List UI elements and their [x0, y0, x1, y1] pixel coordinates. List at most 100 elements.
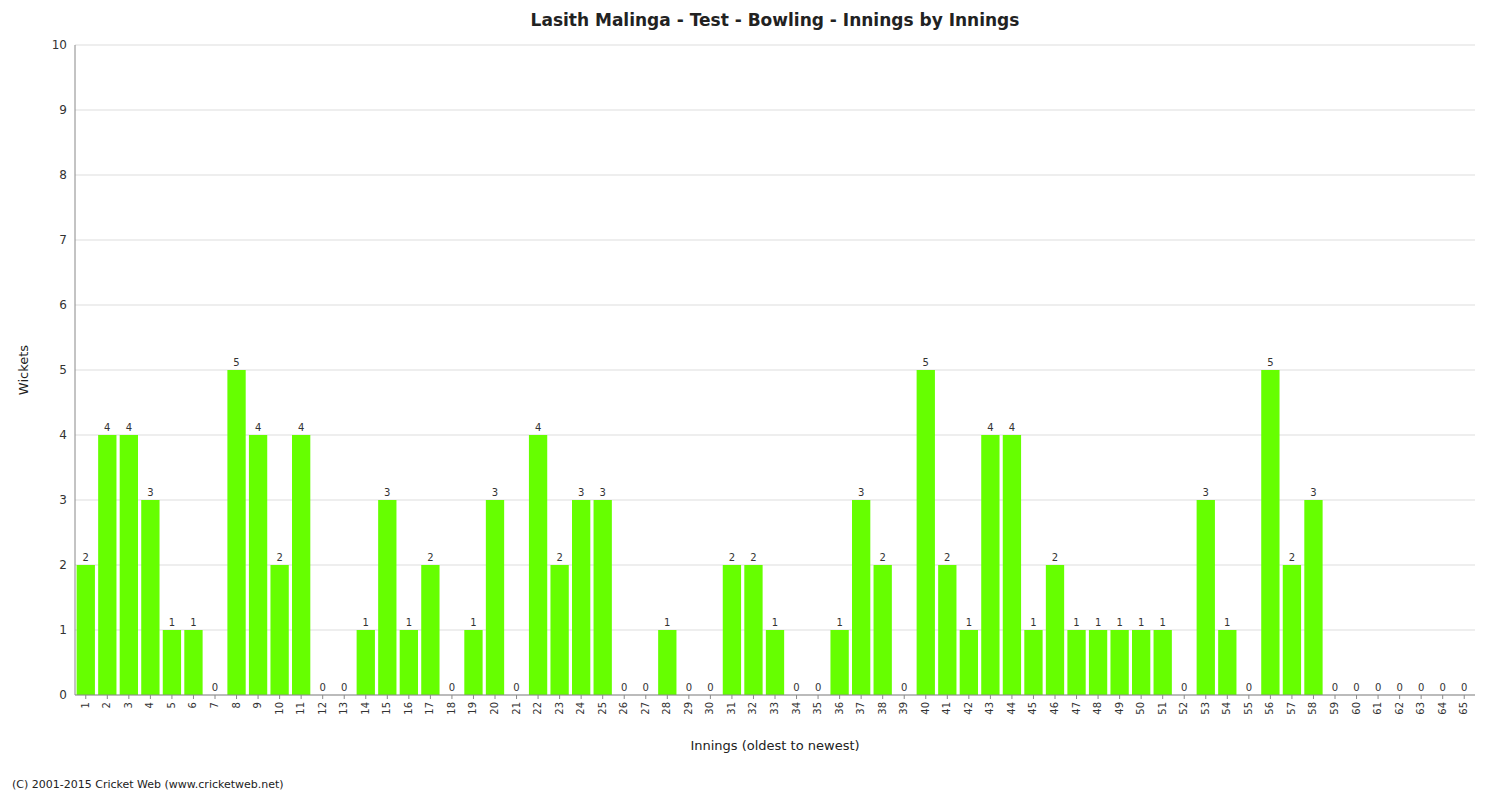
x-tick	[516, 695, 517, 699]
data-label: 4	[255, 422, 261, 433]
bar	[1218, 630, 1236, 695]
x-tick	[904, 695, 905, 699]
x-tick	[1313, 695, 1314, 699]
x-tick	[538, 695, 539, 699]
x-axis-label: Innings (oldest to newest)	[690, 738, 859, 753]
x-tick	[1098, 695, 1099, 699]
x-tick-label: 39	[898, 702, 909, 715]
bar	[120, 435, 138, 695]
x-tick	[1335, 695, 1336, 699]
x-tick	[215, 695, 216, 699]
bar	[852, 500, 870, 695]
x-tick	[1141, 695, 1142, 699]
data-label: 5	[233, 357, 239, 368]
x-tick-label: 11	[295, 702, 306, 715]
x-tick	[1162, 695, 1163, 699]
y-axis: 012345678910	[52, 38, 67, 702]
x-tick	[624, 695, 625, 699]
x-tick-label: 58	[1307, 702, 1318, 715]
data-label: 2	[1289, 552, 1295, 563]
x-tick-label: 31	[726, 702, 737, 715]
data-label: 0	[1461, 682, 1467, 693]
x-tick-label: 21	[511, 702, 522, 715]
y-tick-label: 4	[59, 428, 67, 442]
data-label: 1	[169, 617, 175, 628]
x-tick-label: 53	[1200, 702, 1211, 715]
x-tick	[1227, 695, 1228, 699]
x-tick	[1011, 695, 1012, 699]
x-tick-label: 29	[683, 702, 694, 715]
x-tick	[1356, 695, 1357, 699]
x-tick-label: 24	[575, 702, 586, 715]
data-label: 1	[664, 617, 670, 628]
data-label: 1	[1030, 617, 1036, 628]
x-tick-label: 9	[252, 702, 263, 708]
grid-line	[75, 240, 1475, 241]
data-label: 1	[1095, 617, 1101, 628]
data-label: 0	[212, 682, 218, 693]
bar	[1154, 630, 1172, 695]
x-tick-label: 15	[381, 702, 392, 715]
x-tick	[947, 695, 948, 699]
x-tick-label: 4	[144, 702, 155, 708]
x-tick	[365, 695, 366, 699]
data-label: 1	[190, 617, 196, 628]
data-label: 2	[729, 552, 735, 563]
x-tick	[1421, 695, 1422, 699]
x-tick	[128, 695, 129, 699]
x-tick-label: 49	[1114, 702, 1125, 715]
bar	[981, 435, 999, 695]
x-tick-label: 48	[1092, 702, 1103, 715]
data-label: 0	[513, 682, 519, 693]
bar	[1067, 630, 1085, 695]
y-tick-label: 5	[59, 363, 67, 377]
x-tick-label: 20	[489, 702, 500, 715]
data-label: 2	[750, 552, 756, 563]
x-tick-label: 22	[532, 702, 543, 715]
data-label: 0	[341, 682, 347, 693]
x-tick-label: 52	[1178, 702, 1189, 715]
x-tick-label: 25	[597, 702, 608, 715]
x-tick	[775, 695, 776, 699]
bar	[1110, 630, 1128, 695]
x-tick-label: 63	[1415, 702, 1426, 715]
data-label: 1	[1116, 617, 1122, 628]
x-tick-label: 62	[1394, 702, 1405, 715]
data-label: 1	[1160, 617, 1166, 628]
data-label: 1	[406, 617, 412, 628]
x-tick-label: 2	[101, 702, 112, 708]
x-tick	[473, 695, 474, 699]
data-label: 3	[600, 487, 606, 498]
x-tick	[107, 695, 108, 699]
footer: (C) 2001-2015 Cricket Web (www.cricketwe…	[12, 778, 284, 791]
x-tick	[581, 695, 582, 699]
x-tick	[839, 695, 840, 699]
data-label: 1	[363, 617, 369, 628]
data-label: 2	[83, 552, 89, 563]
data-label: 2	[556, 552, 562, 563]
data-label: 0	[901, 682, 907, 693]
x-tick	[1076, 695, 1077, 699]
x-tick-label: 30	[704, 702, 715, 715]
x-tick	[322, 695, 323, 699]
bar	[464, 630, 482, 695]
data-label: 0	[1375, 682, 1381, 693]
data-label: 0	[1396, 682, 1402, 693]
x-tick-label: 10	[274, 702, 285, 715]
x-tick	[430, 695, 431, 699]
data-label: 4	[298, 422, 304, 433]
x-tick	[667, 695, 668, 699]
x-tick	[495, 695, 496, 699]
grid-line	[75, 45, 1475, 46]
y-tick-label: 9	[59, 103, 67, 117]
x-tick	[1055, 695, 1056, 699]
x-tick	[1248, 695, 1249, 699]
bar	[1132, 630, 1150, 695]
bar	[77, 565, 95, 695]
x-tick	[387, 695, 388, 699]
x-tick	[408, 695, 409, 699]
x-tick-label: 55	[1243, 702, 1254, 715]
x-tick	[344, 695, 345, 699]
x-tick-label: 32	[747, 702, 758, 715]
data-label: 2	[944, 552, 950, 563]
